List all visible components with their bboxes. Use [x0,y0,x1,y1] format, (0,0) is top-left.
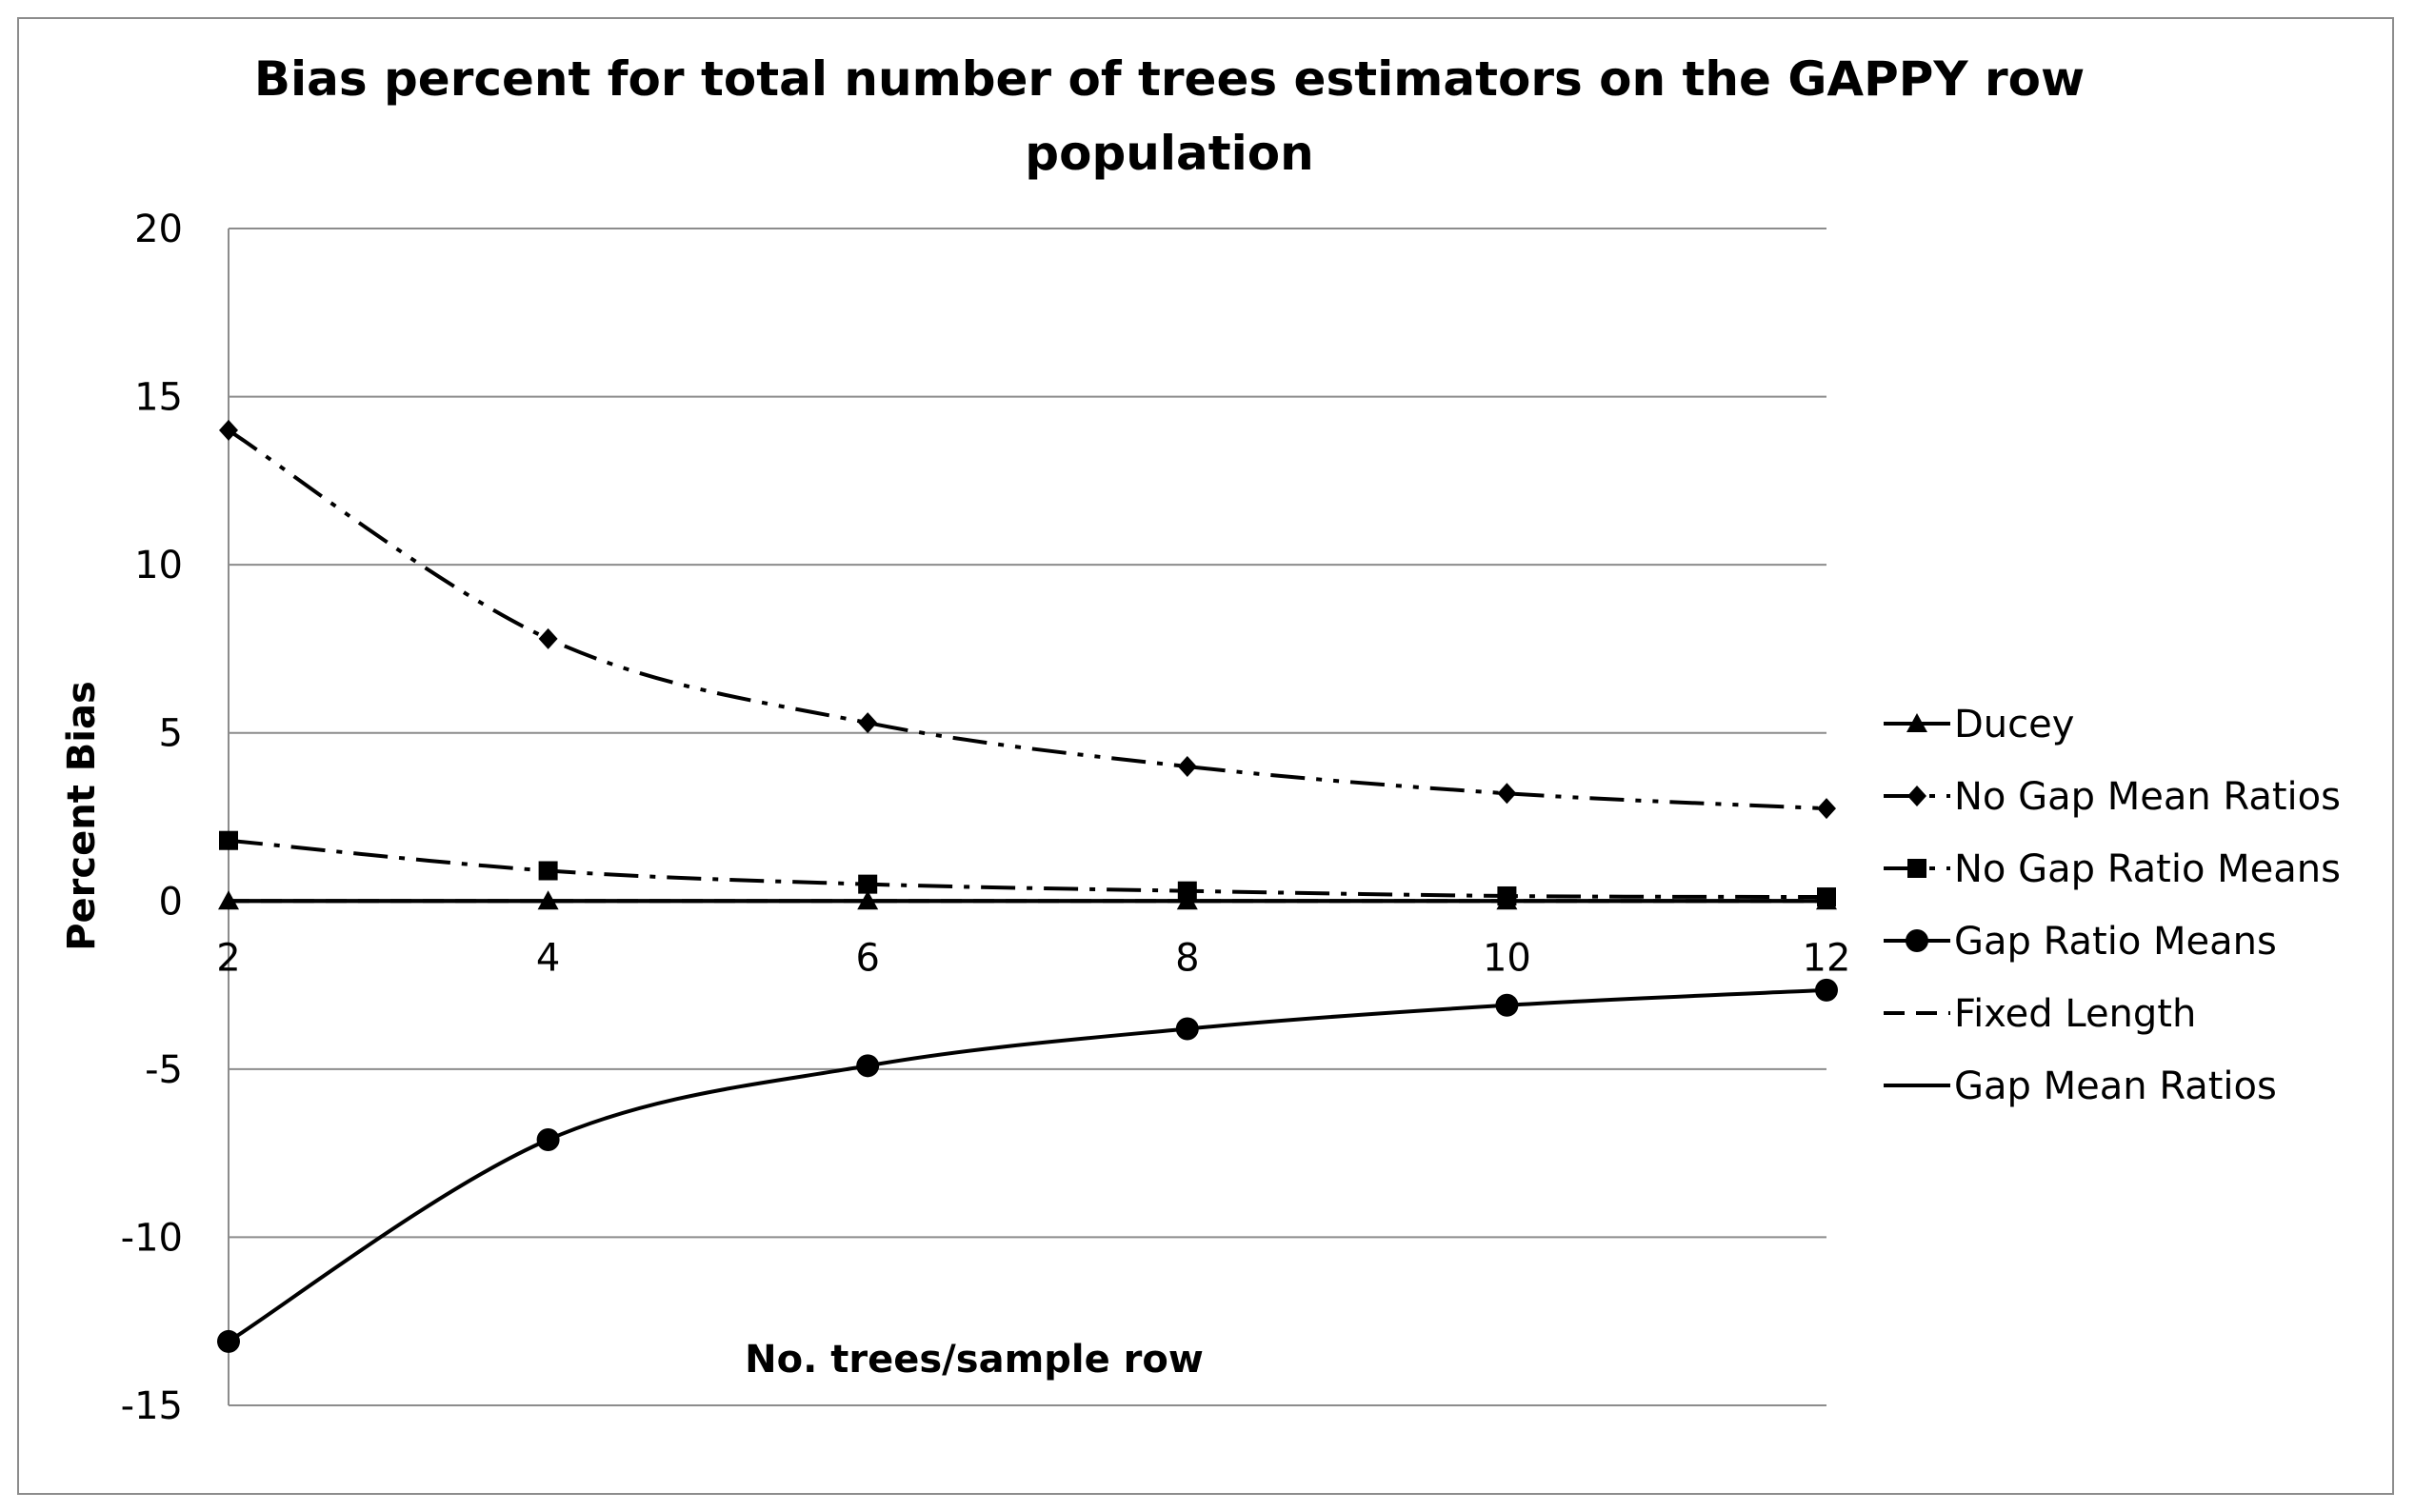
chart-title-line-1: Bias percent for total number of trees e… [254,51,2085,107]
legend-label: No Gap Mean Ratios [1954,775,2341,819]
series-no-gap-ratio-means [219,830,1836,907]
chart-title: Bias percent for total number of trees e… [254,51,2085,181]
legend-item-no-gap-ratio-means: No Gap Ratio Means [1884,847,2341,891]
data-point-no-gap-mean-ratios [219,419,238,441]
y-tick-label: -15 [121,1384,183,1428]
series-no-gap-mean-ratios [219,419,1836,820]
data-point-no-gap-mean-ratios [1497,783,1517,805]
axes [228,229,1826,1405]
series-lines [217,419,1838,1353]
data-point-no-gap-ratio-means [858,874,878,894]
data-point-gap-ratio-means [536,1128,560,1152]
legend-label: No Gap Ratio Means [1954,847,2341,891]
legend-marker [1907,786,1926,806]
data-point-no-gap-mean-ratios [1177,756,1197,778]
series-line-no-gap-mean-ratios [227,428,1827,811]
legend-marker [1906,929,1928,952]
data-point-no-gap-ratio-means [1817,887,1836,907]
legend-label: Gap Ratio Means [1954,920,2277,964]
x-axis-title: No. trees/sample row [745,1338,1204,1382]
data-point-gap-ratio-means [217,1329,240,1353]
legend-label: Fixed Length [1954,992,2196,1036]
gridlines [229,228,1826,1406]
data-point-gap-ratio-means [1175,1017,1199,1041]
data-point-no-gap-ratio-means [1177,881,1197,901]
legend-label: Ducey [1954,703,2074,746]
data-point-no-gap-mean-ratios [858,712,878,734]
legend-marker [1907,859,1926,878]
data-point-gap-ratio-means [1815,978,1838,1002]
data-point-no-gap-ratio-means [538,861,558,881]
x-tick-label: 8 [1175,936,1199,980]
x-tick-label: 4 [536,936,560,980]
data-point-gap-ratio-means [1495,993,1519,1017]
data-point-no-gap-ratio-means [219,830,238,850]
data-point-no-gap-mean-ratios [1817,798,1836,820]
y-tick-label: -10 [121,1216,183,1260]
y-tick-label: 20 [134,208,183,251]
y-tick-label: 10 [134,544,183,587]
legend-item-gap-ratio-means: Gap Ratio Means [1884,920,2277,964]
data-point-no-gap-mean-ratios [538,627,558,649]
y-axis-title: Percent Bias [60,681,104,951]
x-tick-label: 10 [1483,936,1531,980]
legend-item-no-gap-mean-ratios: No Gap Mean Ratios [1884,775,2341,819]
y-tick-labels: 20 15 10 5 0 -5 -10 -15 [121,208,183,1428]
x-tick-label: 2 [216,936,240,980]
legend-item-ducey: Ducey [1884,703,2074,746]
chart-title-line-2: population [1025,126,1313,181]
series-line-gap-ratio-means [227,987,1827,1343]
x-tick-labels: 2 4 6 8 10 12 [216,936,1850,980]
series-line-no-gap-ratio-means [228,838,1827,900]
legend-item-gap-mean-ratios: Gap Mean Ratios [1884,1064,2277,1108]
legend-marker [1906,713,1927,732]
chart-frame [17,17,2394,1495]
x-tick-label: 6 [855,936,879,980]
x-tick-label: 12 [1803,936,1851,980]
y-tick-label: 0 [159,880,183,924]
y-tick-label: 5 [159,712,183,756]
legend-label: Gap Mean Ratios [1954,1064,2277,1108]
legend-item-fixed-length: Fixed Length [1884,992,2196,1036]
legend: Ducey No Gap Mean Ratios No Gap Ratio Mean… [1884,703,2341,1108]
series-gap-ratio-means [217,978,1838,1353]
y-tick-label: -5 [145,1048,183,1092]
y-tick-label: 15 [134,376,183,420]
data-point-gap-ratio-means [856,1054,880,1078]
